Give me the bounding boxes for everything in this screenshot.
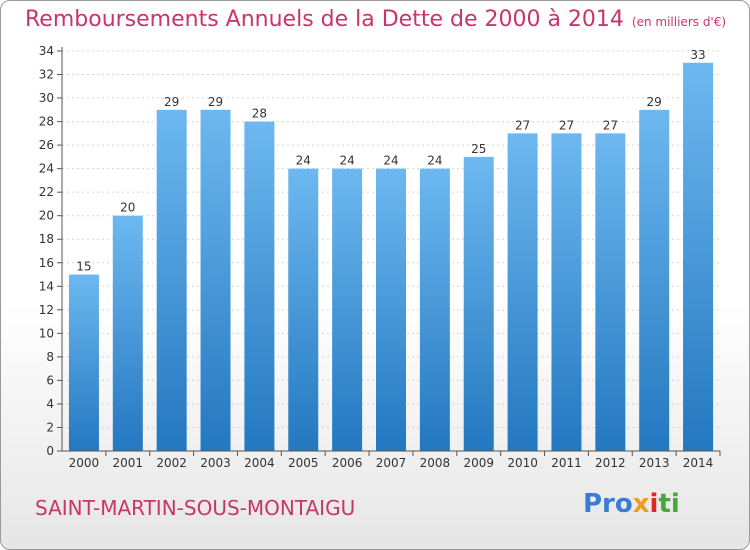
data-label-2007: 24 [383,154,398,168]
x-tick-label-2014: 2014 [683,456,714,470]
x-tick-label-2006: 2006 [332,456,363,470]
data-label-2004: 28 [252,107,267,121]
bar-2002 [156,109,187,451]
y-tick-label: 20 [39,209,54,223]
bar-2001 [112,215,143,451]
bar-2010 [507,133,538,451]
data-label-2010: 27 [515,118,530,132]
data-label-2006: 24 [339,154,354,168]
x-tick-label-2003: 2003 [200,456,231,470]
x-tick-label-2013: 2013 [639,456,670,470]
data-label-2014: 33 [690,48,705,62]
y-tick-label: 14 [39,279,54,293]
y-tick-label: 2 [46,420,54,434]
x-tick-label-2012: 2012 [595,456,626,470]
x-tick-label-2005: 2005 [288,456,319,470]
data-label-2013: 29 [647,95,662,109]
bar-2000 [68,274,99,451]
city-name: SAINT-MARTIN-SOUS-MONTAIGU [35,496,356,520]
y-tick-label: 24 [39,162,54,176]
data-label-2008: 24 [427,154,442,168]
y-tick-label: 30 [39,91,54,105]
bar-2008 [419,168,450,451]
bar-2009 [463,156,494,451]
y-tick-label: 10 [39,326,54,340]
chart-title: Remboursements Annuels de la Dette de 20… [25,7,726,32]
y-tick-label: 12 [39,303,54,317]
x-tick-label-2010: 2010 [507,456,538,470]
y-tick-label: 18 [39,232,54,246]
bar-2012 [595,133,626,451]
y-tick-label: 34 [39,44,54,58]
x-tick-label-2007: 2007 [376,456,407,470]
y-tick-label: 0 [46,444,54,458]
y-tick-label: 22 [39,185,54,199]
bar-2004 [244,121,275,452]
y-tick-label: 26 [39,138,54,152]
x-tick-label-2002: 2002 [156,456,187,470]
x-tick-label-2000: 2000 [69,456,100,470]
bar-2005 [288,168,319,451]
data-label-2002: 29 [164,95,179,109]
logo-part-2: x [632,489,650,519]
logo-part-3: i [649,489,659,519]
bar-2014 [683,62,714,451]
x-tick-label-2008: 2008 [420,456,451,470]
proxiti-logo: Proxiti [583,489,680,519]
data-label-2005: 24 [296,154,311,168]
x-tick-label-2009: 2009 [463,456,494,470]
chart-title-text: Remboursements Annuels de la Dette de 20… [25,7,624,32]
y-tick-label: 28 [39,115,54,129]
data-label-2011: 27 [559,118,574,132]
data-label-2012: 27 [603,118,618,132]
logo-part-4: ti [658,489,680,519]
y-tick-label: 4 [46,397,54,411]
y-tick-label: 32 [39,68,54,82]
bars: 15 20 29 29 28 24 24 24 24 25 27 27 27 29 33 [68,48,714,452]
y-tick-label: 6 [46,373,54,387]
x-tick-label-2011: 2011 [551,456,582,470]
y-tick-label: 8 [46,350,54,364]
y-tick-label: 16 [39,256,54,270]
data-label-2003: 29 [208,95,223,109]
bar-2011 [551,133,582,451]
data-label-2000: 15 [76,260,91,274]
x-tick-label-2001: 2001 [113,456,144,470]
bar-2006 [332,168,363,451]
bar-2007 [376,168,406,451]
x-tick-label-2004: 2004 [244,456,275,470]
logo-part-1: Pro [583,489,633,519]
bar-2013 [639,109,670,451]
data-label-2001: 20 [120,201,135,215]
bar-2003 [200,109,231,451]
chart-unit: (en milliers d'€) [631,15,727,29]
data-label-2009: 25 [471,142,486,156]
